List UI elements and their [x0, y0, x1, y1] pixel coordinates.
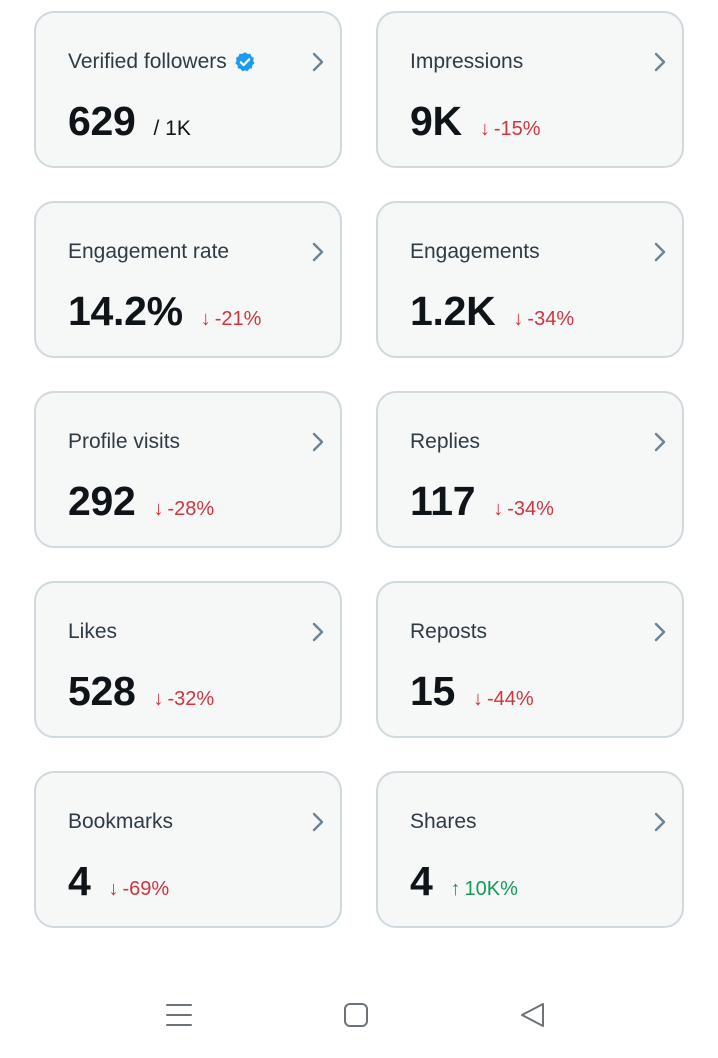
card-delta: ↓ -34% [493, 498, 554, 521]
arrow-down-icon: ↓ [108, 878, 119, 900]
card-delta: ↓ -44% [473, 688, 534, 711]
card-impressions[interactable]: Impressions 9K ↓ -15% [376, 11, 684, 168]
card-title: Bookmarks [68, 810, 173, 834]
verified-badge-icon [235, 52, 255, 72]
card-delta-value: -21% [214, 308, 262, 330]
home-square-icon[interactable] [341, 1000, 371, 1030]
card-value-row: 1.2K ↓ -34% [410, 288, 574, 335]
arrow-down-icon: ↓ [200, 308, 211, 330]
card-reposts[interactable]: Reposts 15 ↓ -44% [376, 581, 684, 738]
card-title: Replies [410, 430, 480, 454]
card-profile-visits[interactable]: Profile visits 292 ↓ -28% [34, 391, 342, 548]
card-title: Shares [410, 810, 477, 834]
chevron-right-icon [654, 242, 666, 262]
chevron-right-icon [312, 622, 324, 642]
card-value-row: 14.2% ↓ -21% [68, 288, 261, 335]
card-delta-value: -69% [122, 878, 170, 900]
card-value: 4 [68, 858, 91, 904]
card-delta-value: 10K% [464, 878, 518, 900]
chevron-right-icon [654, 52, 666, 72]
arrow-down-icon: ↓ [493, 498, 504, 520]
back-triangle-icon[interactable] [518, 1000, 548, 1030]
card-delta-value: -15% [493, 118, 541, 140]
card-title-label: Likes [68, 620, 118, 643]
card-likes[interactable]: Likes 528 ↓ -32% [34, 581, 342, 738]
card-value: 629 [68, 98, 136, 144]
arrow-down-icon: ↓ [153, 498, 164, 520]
chevron-right-icon [312, 242, 324, 262]
card-delta: ↓ -15% [480, 118, 541, 141]
card-value-suffix: / 1K [153, 117, 191, 140]
card-value-row: 117 ↓ -34% [410, 478, 554, 525]
card-title-label: Profile visits [68, 430, 181, 453]
card-bookmarks[interactable]: Bookmarks 4 ↓ -69% [34, 771, 342, 928]
card-engagements[interactable]: Engagements 1.2K ↓ -34% [376, 201, 684, 358]
card-value-row: 9K ↓ -15% [410, 98, 541, 145]
arrow-down-icon: ↓ [153, 688, 164, 710]
arrow-down-icon: ↓ [513, 308, 524, 330]
chevron-right-icon [312, 432, 324, 452]
card-delta-value: -34% [527, 308, 575, 330]
card-shares[interactable]: Shares 4 ↑ 10K% [376, 771, 684, 928]
card-delta: ↓ -69% [109, 878, 170, 901]
card-title-label: Reposts [410, 620, 488, 643]
card-value-row: 4 ↓ -69% [68, 858, 169, 905]
arrow-up-icon: ↑ [450, 878, 461, 900]
card-title: Impressions [410, 50, 523, 74]
chevron-right-icon [654, 812, 666, 832]
analytics-card-grid: Verified followers 629 / 1K Impressions … [34, 11, 685, 928]
card-delta: ↑ 10K% [451, 878, 518, 901]
card-engagement-rate[interactable]: Engagement rate 14.2% ↓ -21% [34, 201, 342, 358]
card-title-label: Engagement rate [68, 240, 230, 263]
card-title: Verified followers [68, 50, 256, 74]
card-title-label: Replies [410, 430, 481, 453]
card-value: 4 [410, 858, 433, 904]
card-value: 9K [410, 98, 462, 144]
card-title: Likes [68, 620, 117, 644]
card-title: Profile visits [68, 430, 180, 454]
card-delta: ↓ -21% [201, 308, 262, 331]
card-value: 528 [68, 668, 136, 714]
card-verified-followers[interactable]: Verified followers 629 / 1K [34, 11, 342, 168]
card-title-label: Shares [410, 810, 477, 833]
card-title: Reposts [410, 620, 487, 644]
card-delta-value: -28% [167, 498, 215, 520]
card-value-row: 292 ↓ -28% [68, 478, 214, 525]
chevron-right-icon [654, 622, 666, 642]
card-delta: ↓ -32% [154, 688, 215, 711]
card-value-row: 4 ↑ 10K% [410, 858, 518, 905]
arrow-down-icon: ↓ [479, 118, 490, 140]
arrow-down-icon: ↓ [473, 688, 484, 710]
chevron-right-icon [312, 812, 324, 832]
card-title: Engagement rate [68, 240, 229, 264]
card-value-row: 528 ↓ -32% [68, 668, 214, 715]
card-replies[interactable]: Replies 117 ↓ -34% [376, 391, 684, 548]
card-delta: ↓ -34% [513, 308, 574, 331]
card-delta-value: -32% [167, 688, 215, 710]
card-delta: ↓ -28% [154, 498, 215, 521]
card-title-label: Verified followers [68, 50, 227, 73]
card-delta-value: -34% [507, 498, 554, 520]
card-value: 14.2% [68, 288, 183, 334]
card-value: 15 [410, 668, 456, 714]
card-value-row: 15 ↓ -44% [410, 668, 534, 715]
card-title-label: Impressions [410, 50, 524, 73]
card-value: 117 [410, 478, 476, 524]
menu-icon[interactable] [164, 1000, 194, 1030]
card-title: Engagements [410, 240, 540, 264]
card-title-label: Bookmarks [68, 810, 174, 833]
chevron-right-icon [654, 432, 666, 452]
card-title-label: Engagements [410, 240, 540, 263]
card-value-row: 629 / 1K [68, 98, 191, 145]
system-navigation-bar [0, 985, 718, 1045]
card-value: 1.2K [410, 288, 496, 334]
card-delta-value: -44% [487, 688, 534, 710]
card-value: 292 [68, 478, 136, 524]
chevron-right-icon [312, 52, 324, 72]
